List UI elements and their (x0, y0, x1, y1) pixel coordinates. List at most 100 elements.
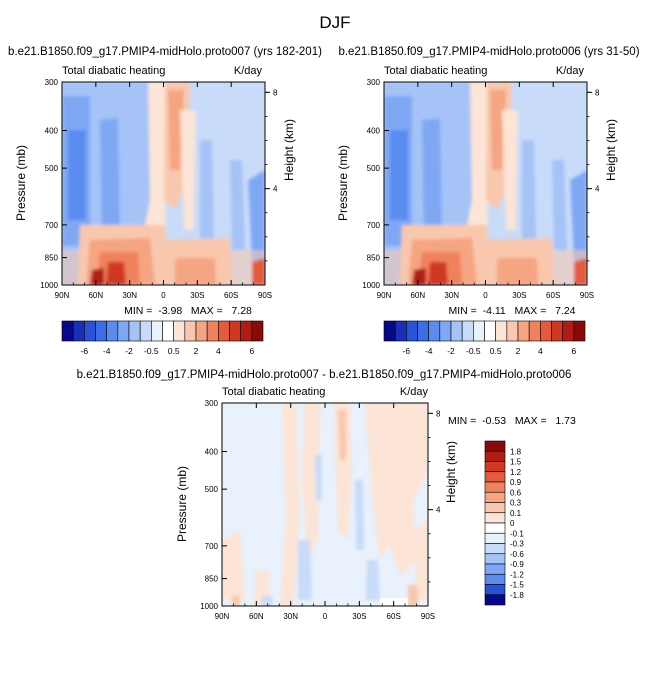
colorbar-box (229, 320, 241, 342)
colorbar-box (394, 320, 407, 342)
colorbar-box (106, 320, 119, 342)
colorbar-label: -6 (81, 346, 89, 356)
y2-axis-label: Height (km) (282, 119, 296, 181)
heatmap-field (384, 82, 587, 285)
x-tick-label: 30S (190, 291, 204, 300)
y-axis-label: Pressure (mb) (336, 145, 350, 221)
colorbar-box (128, 320, 141, 342)
min-max-text: MIN = -4.11 MAX = 7.24 (448, 305, 575, 317)
colorbar-box (484, 320, 496, 342)
colorbar-box (484, 573, 506, 585)
x-tick-label: 60N (410, 291, 425, 300)
colorbar-label: 0 (510, 519, 515, 528)
heatmap-field (222, 403, 428, 606)
y-axis-label: Pressure (mb) (175, 466, 189, 542)
colorbar-label: 0.5 (168, 346, 180, 356)
y-tick-label: 300 (205, 399, 219, 408)
y-tick-label: 500 (205, 485, 219, 494)
x-tick-label: 90S (258, 291, 272, 300)
colorbar-box (517, 320, 530, 342)
colorbar-box (484, 553, 506, 565)
figure-title: DJF (319, 13, 350, 32)
colorbar-label: 4 (216, 346, 221, 356)
colorbar-label: 6 (249, 346, 254, 356)
colorbar-box (72, 320, 85, 342)
x-tick-label: 90N (377, 291, 392, 300)
colorbar-box (139, 320, 152, 342)
x-tick-label: 90N (55, 291, 70, 300)
colorbar-box (218, 320, 230, 342)
colorbar-box (484, 584, 506, 596)
colorbar-difference: 1.81.51.20.90.60.30.10-0.1-0.3-0.6-0.9-1… (484, 440, 524, 606)
colorbar-label: 1.2 (510, 468, 522, 477)
colorbar-label: 4 (538, 346, 543, 356)
y-tick-label: 400 (45, 127, 59, 136)
colorbar-box (484, 502, 506, 514)
x-tick-label: 60N (88, 291, 103, 300)
y2-axis-label: Height (km) (444, 441, 458, 503)
colorbar-label: 0.3 (510, 499, 522, 508)
y-tick-label: 400 (367, 127, 381, 136)
y-tick-label: 1000 (40, 281, 58, 290)
colorbar-box (406, 320, 418, 342)
y-tick-label: 400 (205, 448, 219, 457)
y2-tick-label: 8 (595, 88, 600, 97)
colorbar-box (484, 471, 506, 483)
colorbar-box (484, 461, 506, 473)
colorbar-label: 1.5 (510, 458, 522, 467)
colorbar-top-left: -6 -4 -2 -0.5 0.5 2 4 6 (61, 320, 264, 356)
colorbar-box (540, 320, 552, 342)
colorbar-box (417, 320, 429, 342)
axes: 90N 60N 30N 0 30S 60S 90S 300 400 500 700 850 1000 8 4 (40, 78, 278, 300)
units-label: K/day (556, 65, 585, 77)
y-tick-label: 700 (45, 221, 59, 230)
y2-tick-label: 4 (273, 185, 278, 194)
variable-label: Total diabatic heating (222, 386, 325, 398)
y2-tick-label: 4 (595, 185, 600, 194)
x-tick-label: 60S (224, 291, 238, 300)
colorbar-label: -6 (403, 346, 411, 356)
y-axis-label: Pressure (mb) (14, 145, 28, 221)
colorbar-label: 1.8 (510, 447, 522, 456)
colorbar-label: -0.3 (510, 540, 524, 549)
y-tick-label: 700 (205, 542, 219, 551)
colorbar-box (450, 320, 463, 342)
colorbar-box (439, 320, 452, 342)
variable-label: Total diabatic heating (62, 65, 165, 77)
x-tick-label: 30N (122, 291, 137, 300)
colorbar-label: -0.6 (510, 550, 524, 559)
panel-title: b.e21.B1850.f09_g17.PMIP4-midHolo.proto0… (77, 369, 572, 381)
colorbar-label: 0.6 (510, 488, 522, 497)
x-tick-label: 60N (249, 612, 264, 621)
colorbar-box (184, 320, 197, 342)
colorbar-box (117, 320, 130, 342)
x-tick-label: 30S (352, 612, 366, 621)
colorbar-label: -0.5 (466, 346, 481, 356)
y-tick-label: 300 (45, 78, 59, 87)
x-tick-label: 0 (483, 291, 488, 300)
colorbar-box (61, 320, 74, 342)
x-tick-label: 60S (387, 612, 401, 621)
colorbar-label: 6 (571, 346, 576, 356)
y2-axis-label: Height (km) (604, 119, 618, 181)
colorbar-box (484, 532, 506, 544)
colorbar-box (484, 491, 506, 503)
panel-title: b.e21.B1850.f09_g17.PMIP4-midHolo.proto0… (8, 46, 322, 58)
y-tick-label: 1000 (200, 602, 218, 611)
axes: 90N 60N 30N 0 30S 60S 90S 300 400 500 700 850 1000 8 4 (362, 78, 600, 300)
colorbar-box (206, 320, 219, 342)
colorbar-box (528, 320, 541, 342)
colorbar-label: 2 (516, 346, 521, 356)
x-tick-label: 90S (421, 612, 435, 621)
colorbar-box (484, 543, 506, 555)
y2-tick-label: 8 (436, 409, 441, 418)
colorbar-box (173, 320, 186, 342)
y-tick-label: 850 (367, 254, 381, 263)
axes: 90N 60N 30N 0 30S 60S 90S 300 400 500 700 850 1000 8 4 (200, 399, 441, 621)
colorbar-box (95, 320, 107, 342)
x-tick-label: 90S (580, 291, 594, 300)
colorbar-box (551, 320, 563, 342)
y-tick-label: 700 (367, 221, 381, 230)
panel-difference: b.e21.B1850.f09_g17.PMIP4-midHolo.proto0… (77, 369, 576, 621)
colorbar-label: -1.5 (510, 581, 524, 590)
